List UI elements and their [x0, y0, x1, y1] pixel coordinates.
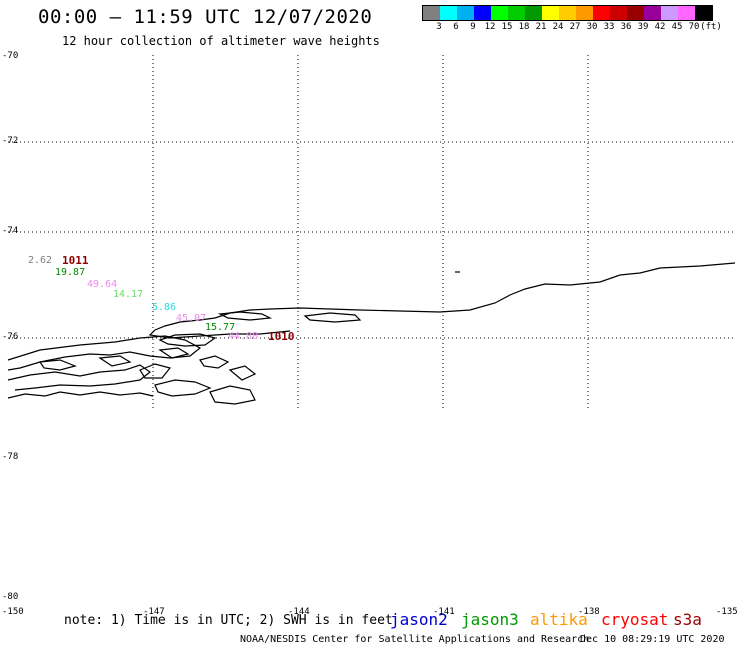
island-outline — [158, 333, 217, 347]
color-swatch — [440, 6, 457, 20]
color-scale-label: 70 — [688, 22, 700, 32]
credit-text: NOAA/NESDIS Center for Satellite Applica… — [240, 634, 590, 645]
antarctic-coastline — [7, 262, 736, 405]
color-scale-label: 15 — [501, 22, 513, 32]
island-outline — [228, 365, 257, 381]
lat-label: -78 — [2, 452, 19, 462]
color-scale-label: 36 — [620, 22, 632, 32]
satellite-legend-jason3: jason3 — [461, 610, 519, 629]
color-swatch — [423, 6, 440, 20]
wave-height-reading: 44.88 — [228, 331, 259, 342]
color-swatch — [695, 6, 712, 20]
wave-height-reading: 1011 — [62, 254, 89, 267]
lon-label: -144 — [288, 607, 310, 617]
color-scale-label: 9 — [470, 22, 476, 32]
color-swatch — [542, 6, 559, 20]
wave-height-reading: 49.64 — [87, 279, 118, 290]
color-scale-label: 18 — [518, 22, 530, 32]
lon-label: -150 — [2, 607, 24, 617]
lon-label: -141 — [433, 607, 455, 617]
satellite-legend-altika: altika — [530, 610, 588, 629]
color-scale-label: 33 — [603, 22, 615, 32]
island-outline — [98, 355, 132, 367]
coastline-inner — [7, 364, 152, 391]
lat-label: -72 — [2, 136, 19, 146]
color-swatch — [491, 6, 508, 20]
coastline-west — [7, 335, 202, 371]
wave-height-reading: 14.17 — [113, 289, 144, 300]
ice-shelf-outline — [217, 311, 273, 321]
color-scale-label: 21 — [535, 22, 547, 32]
island-outline — [158, 347, 190, 359]
color-swatch — [559, 6, 576, 20]
color-swatch — [457, 6, 474, 20]
color-swatch — [678, 6, 695, 20]
wave-height-reading: 5.86 — [152, 302, 177, 313]
lon-label: -147 — [143, 607, 165, 617]
satellite-legend-cryosat: cryosat — [601, 610, 669, 629]
coastline-main — [148, 262, 736, 339]
color-scale-label: 3 — [436, 22, 442, 32]
wave-height-color-scale — [422, 5, 713, 21]
lon-label: -138 — [578, 607, 600, 617]
wave-height-reading: 45.07 — [176, 313, 207, 324]
color-swatch — [508, 6, 525, 20]
island-outline — [38, 359, 77, 371]
map-subtitle: 12 hour collection of altimeter wave hei… — [62, 34, 380, 48]
island-outline — [199, 355, 230, 369]
lat-label: -74 — [2, 226, 19, 236]
island-outline — [139, 363, 172, 379]
coastline-south — [7, 391, 154, 399]
color-swatch — [525, 6, 542, 20]
color-swatch — [627, 6, 644, 20]
graticule — [8, 55, 735, 408]
color-swatch — [593, 6, 610, 20]
color-scale-label: 39 — [637, 22, 649, 32]
color-swatch — [576, 6, 593, 20]
ice-shelf-outline — [303, 312, 362, 323]
island-outline — [209, 385, 256, 405]
generated-timestamp: Dec 10 08:29:19 UTC 2020 — [580, 634, 725, 645]
wave-height-reading: 15.77 — [205, 322, 236, 333]
color-swatch — [474, 6, 491, 20]
satellite-legend-s3a: s3a — [673, 610, 702, 629]
lat-label: -80 — [2, 592, 19, 602]
lat-label: -76 — [2, 332, 19, 342]
color-scale-label: 27 — [569, 22, 581, 32]
units-note: note: 1) Time is in UTC; 2) SWH is in fe… — [64, 613, 393, 628]
color-scale-label: (ft) — [700, 22, 722, 32]
color-scale-label: 42 — [654, 22, 666, 32]
satellite-legend-jason2: jason2 — [390, 610, 448, 629]
color-swatch — [661, 6, 678, 20]
island-outline — [154, 379, 212, 397]
color-scale-label: 24 — [552, 22, 564, 32]
color-scale-label: 30 — [586, 22, 598, 32]
lat-label: -70 — [2, 51, 19, 61]
color-swatch — [610, 6, 627, 20]
color-scale-label: 6 — [453, 22, 459, 32]
map-title: 00:00 – 11:59 UTC 12/07/2020 — [38, 6, 373, 28]
color-swatch — [644, 6, 661, 20]
color-scale-label: 45 — [671, 22, 683, 32]
wave-height-reading: 2.62 — [28, 255, 53, 266]
lon-label: -135 — [716, 607, 738, 617]
color-scale-label: 12 — [484, 22, 496, 32]
wave-height-reading: 19.87 — [55, 267, 86, 278]
wave-height-reading: 1010 — [268, 330, 295, 343]
